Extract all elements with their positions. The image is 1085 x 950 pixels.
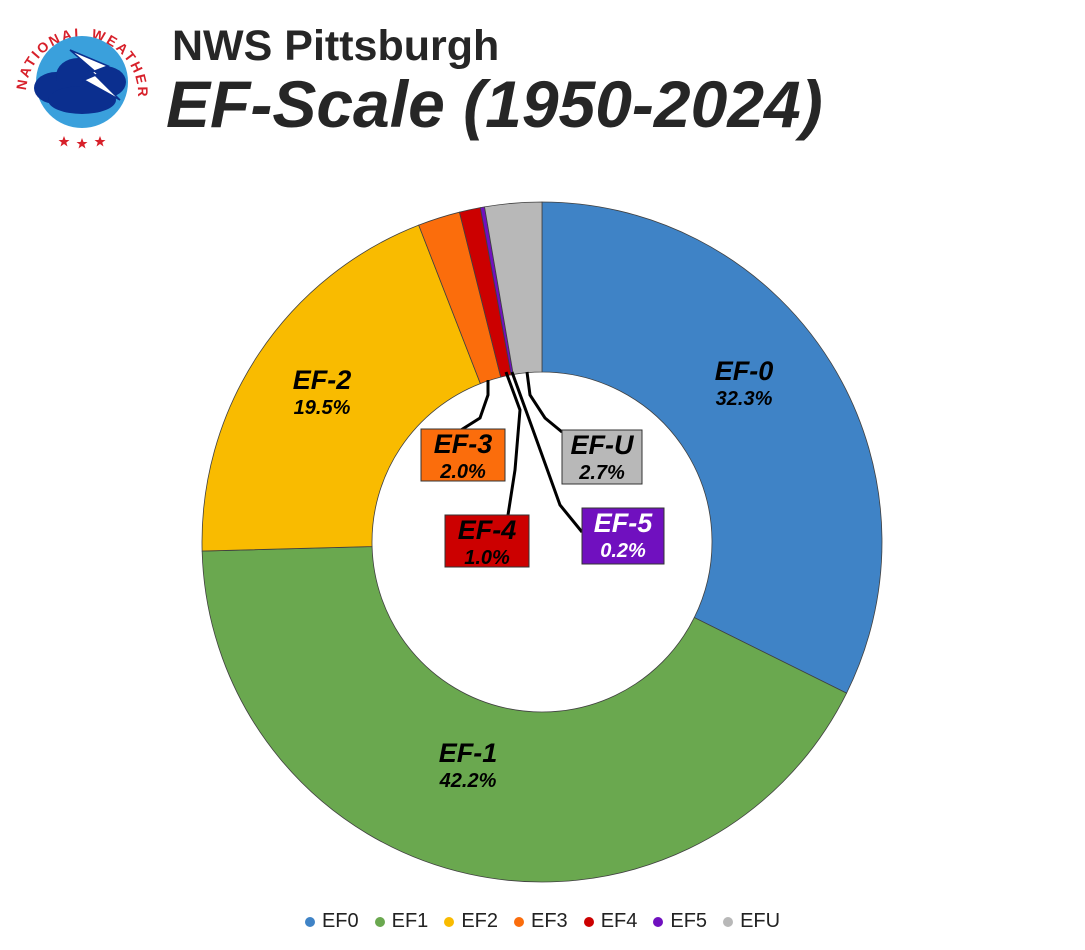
value-label-ef5: 0.2% [600, 540, 646, 562]
chart-title: NWS Pittsburgh [172, 22, 500, 70]
legend-marker-ef0 [304, 916, 315, 927]
legend-label-ef5: EF5 [670, 910, 708, 932]
legend-item-ef3: EF3 [514, 910, 568, 933]
legend-label-efu: EFU [740, 910, 781, 932]
legend-marker-ef5 [653, 916, 664, 927]
slice-label-ef0: EF-0 [715, 356, 774, 386]
leader-line-ef4 [504, 371, 522, 516]
slice-ef2 [201, 224, 481, 552]
slice-label-ef1: EF-1 [439, 738, 498, 768]
legend-item-ef5: EF5 [653, 910, 707, 933]
slice-efu [484, 201, 543, 375]
legend-item-ef2: EF2 [444, 910, 498, 933]
slice-ef1 [201, 546, 848, 883]
leader-line-ef3 [460, 380, 490, 432]
legend-marker-ef4 [583, 916, 594, 927]
value-label-ef4: 1.0% [464, 547, 510, 569]
value-label-ef3: 2.0% [439, 461, 486, 483]
slice-label-ef3: EF-3 [434, 429, 493, 459]
legend-marker-ef3 [514, 916, 524, 927]
chart-legend: EF0 EF1 EF2 EF3 EF4 EF5 EFU [0, 910, 1085, 933]
star-icons [58, 136, 106, 149]
chart-subtitle: EF-Scale (1950-2024) [166, 67, 823, 141]
slice-ef0 [541, 201, 883, 694]
value-label-efu: 2.7% [578, 462, 625, 484]
value-label-ef1: 42.2% [439, 770, 497, 792]
slice-label-ef4: EF-4 [458, 515, 517, 545]
legend-item-ef1: EF1 [374, 910, 429, 933]
leader-line-ef5 [510, 371, 584, 533]
legend-label-ef0: EF0 [321, 910, 359, 932]
legend-label-ef3: EF3 [531, 910, 568, 932]
lightning-bolt-icon [69, 49, 121, 101]
legend-marker-ef2 [444, 916, 455, 927]
legend-marker-efu [723, 916, 734, 927]
slice-label-efu: EF-U [571, 430, 635, 460]
legend-item-efu: EFU [723, 910, 780, 933]
label-box-ef4 [444, 514, 530, 568]
value-label-ef2: 19.5% [294, 397, 351, 419]
leader-line-efu [525, 371, 563, 434]
slice-label-ef5: EF-5 [594, 508, 653, 538]
legend-label-ef1: EF1 [391, 910, 429, 932]
label-box-ef3 [420, 428, 506, 482]
legend-item-ef4: EF4 [583, 910, 638, 933]
label-box-ef5 [581, 507, 665, 565]
legend-marker-ef1 [374, 916, 385, 927]
nws-logo: NATIONAL WEATHER SERVICE [12, 10, 150, 149]
legend-label-ef4: EF4 [600, 910, 638, 932]
label-box-efu [561, 429, 643, 485]
legend-item-ef0: EF0 [304, 910, 359, 933]
legend-label-ef2: EF2 [461, 910, 498, 932]
value-label-ef0: 32.3% [716, 388, 773, 410]
slice-label-ef2: EF-2 [293, 365, 352, 395]
